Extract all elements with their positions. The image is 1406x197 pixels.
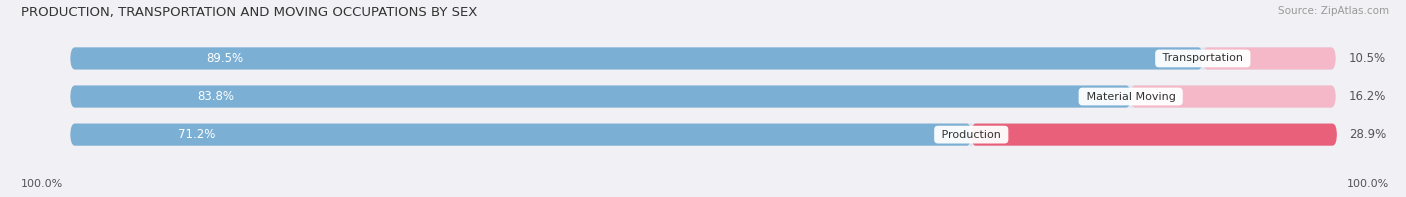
FancyBboxPatch shape (972, 124, 1337, 146)
Text: 10.5%: 10.5% (1348, 52, 1385, 65)
Text: 28.9%: 28.9% (1350, 128, 1386, 141)
FancyBboxPatch shape (70, 124, 1336, 146)
Text: Production: Production (938, 130, 1004, 140)
Text: Material Moving: Material Moving (1083, 92, 1178, 101)
Text: 89.5%: 89.5% (207, 52, 243, 65)
Text: 16.2%: 16.2% (1348, 90, 1386, 103)
Text: PRODUCTION, TRANSPORTATION AND MOVING OCCUPATIONS BY SEX: PRODUCTION, TRANSPORTATION AND MOVING OC… (21, 6, 478, 19)
FancyBboxPatch shape (70, 47, 1204, 70)
Text: Source: ZipAtlas.com: Source: ZipAtlas.com (1278, 6, 1389, 16)
FancyBboxPatch shape (70, 124, 972, 146)
FancyBboxPatch shape (70, 85, 1130, 108)
Text: Transportation: Transportation (1159, 53, 1247, 63)
Text: 71.2%: 71.2% (179, 128, 215, 141)
Text: 83.8%: 83.8% (198, 90, 235, 103)
FancyBboxPatch shape (70, 85, 1336, 108)
Text: 100.0%: 100.0% (1347, 179, 1389, 189)
FancyBboxPatch shape (1204, 47, 1336, 70)
Text: 100.0%: 100.0% (21, 179, 63, 189)
FancyBboxPatch shape (70, 47, 1336, 70)
FancyBboxPatch shape (1130, 85, 1336, 108)
